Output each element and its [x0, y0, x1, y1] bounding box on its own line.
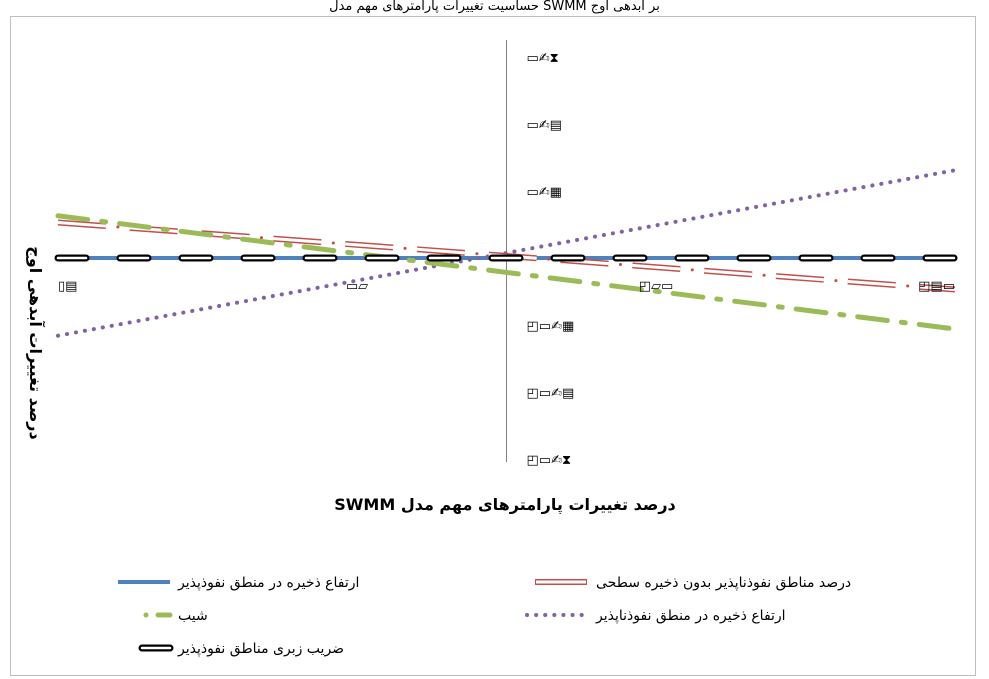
x-tick-label-0: ▯▤ — [58, 279, 77, 294]
legend-item-1: درصد مناطق نفوذناپذیر بدون ذخیره سطحی — [535, 575, 851, 591]
series-line-2 — [55, 213, 958, 332]
y-tick-label-2: ▭✍▦ — [527, 185, 562, 200]
x-axis-title: درصد تغییرات پارامترهای مهم مدل SWMM — [334, 495, 676, 515]
legend-label-3: ارتفاع ذخیره در منطق نفوذناپذیر — [595, 608, 786, 624]
x-tick-label-4: ◰▤▭ — [918, 279, 955, 294]
y-axis-title: درصد تغییرات آبدهی اوج — [26, 246, 46, 439]
y-tick-label-3: ◰▭✍▦ — [527, 319, 575, 334]
legend-label-4: ضریب زبری مناطق نفوذپذیر — [177, 641, 344, 657]
y-tick-label-5: ◰▭✍⧗ — [527, 453, 572, 468]
chart-caption: حساسیت تغییرات پارامترهای مهم مدل SWMM ب… — [329, 0, 660, 14]
legend-swatch-2 — [143, 612, 173, 618]
legend-item-2: شیب — [143, 608, 208, 624]
x-tick-label-3: ◰▱▭ — [639, 279, 674, 294]
y-tick-label-0: ▭✍⧗ — [527, 51, 559, 66]
y-tick-label-1: ▭✍▤ — [527, 118, 562, 133]
legend-label-1: درصد مناطق نفوذناپذیر بدون ذخیره سطحی — [596, 575, 851, 591]
legend: ارتفاع ذخیره در منطق نفوذپذیر درصد مناطق … — [118, 575, 851, 657]
plot-area — [54, 40, 959, 462]
tick-labels: ▯▤ ▭▱ ◰▱▭ ◰▤▭ ▭✍⧗ ▭✍▤ ▭✍▦ ◰▭✍▦ ◰▭✍▤ ◰▭✍⧗ — [58, 51, 955, 468]
legend-item-3: ارتفاع ذخیره در منطق نفوذناپذیر — [525, 608, 786, 624]
chart-frame — [10, 16, 976, 676]
series-line-3 — [56, 168, 957, 338]
legend-item-4: ضریب زبری مناطق نفوذپذیر — [138, 641, 344, 657]
y-tick-label-4: ◰▭✍▤ — [527, 386, 575, 401]
legend-label-0: ارتفاع ذخیره در منطق نفوذپذیر — [177, 575, 359, 591]
legend-label-2: شیب — [178, 608, 208, 624]
x-tick-label-1: ▭▱ — [346, 279, 368, 294]
legend-item-0: ارتفاع ذخیره در منطق نفوذپذیر — [118, 575, 359, 591]
